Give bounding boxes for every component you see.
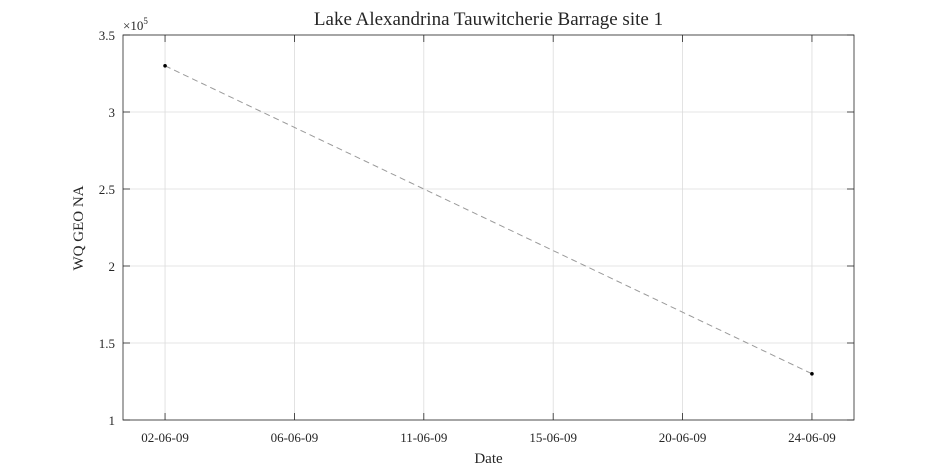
- axis-ticks: [123, 34, 854, 421]
- chart-title: Lake Alexandrina Tauwitcherie Barrage si…: [314, 9, 663, 30]
- data-point: [810, 372, 814, 376]
- y-tick-label: 1.5: [99, 336, 115, 351]
- x-tick-label: 24-06-09: [788, 430, 836, 445]
- x-tick-label: 02-06-09: [141, 430, 189, 445]
- x-tick-label: 15-06-09: [529, 430, 577, 445]
- x-tick-label: 20-06-09: [659, 430, 707, 445]
- x-tick-label: 11-06-09: [400, 430, 447, 445]
- data-point: [163, 64, 167, 68]
- y-exponent-base: ×10: [123, 18, 143, 33]
- x-axis-label: Date: [474, 451, 503, 467]
- plot-area-frame: [122, 34, 855, 421]
- y-tick-label: 2: [109, 259, 116, 274]
- grid-lines: [123, 34, 854, 421]
- x-tick-labels: 02-06-09 06-06-09 11-06-09 15-06-09 20-06-09…: [141, 430, 836, 445]
- y-exponent-power: 5: [143, 16, 148, 26]
- y-tick-label: 3: [109, 105, 116, 120]
- y-tick-label: 2.5: [99, 182, 115, 197]
- series: [163, 64, 814, 376]
- x-tick-label: 06-06-09: [271, 430, 319, 445]
- y-tick-label: 1: [109, 413, 116, 428]
- y-tick-label: 3.5: [99, 28, 115, 43]
- y-tick-labels: 1 1.5 2 2.5 3 3.5: [99, 28, 115, 428]
- y-axis-label: WQ GEO NA: [71, 185, 87, 270]
- y-exponent-label: ×105: [123, 16, 148, 33]
